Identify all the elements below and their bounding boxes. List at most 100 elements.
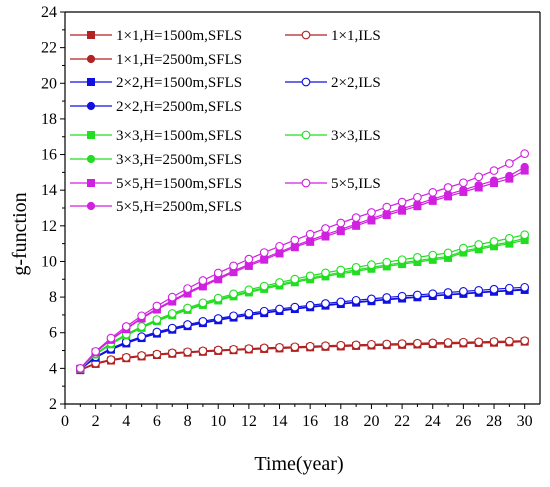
data-point [305, 229, 315, 239]
data-point [183, 303, 192, 313]
data-point [152, 327, 162, 337]
data-point [459, 178, 468, 188]
legend-swatch-marker [87, 131, 95, 139]
series-line-5 [79, 286, 525, 370]
series-line-2 [80, 340, 525, 371]
data-point [505, 336, 514, 346]
legend-swatch-marker [87, 179, 95, 187]
x-tick-label: 26 [455, 413, 471, 430]
data-point [91, 347, 100, 356]
data-point [474, 337, 484, 347]
legend-swatch-marker [86, 54, 96, 64]
data-point [336, 265, 346, 275]
x-tick-label: 22 [394, 413, 410, 430]
data-point [459, 243, 468, 253]
legend: 1×1,H=1500m,SFLS 1×1,ILS 1×1,H=2500m,SFLS 2… [70, 28, 381, 215]
data-point [275, 241, 284, 251]
data-point [351, 340, 361, 350]
legend-label: 3×3,H=1500m,SFLS [116, 128, 242, 144]
legend-label: 3×3,ILS [331, 128, 381, 144]
legend-item: 3×3,H=1500m,SFLS [70, 128, 242, 144]
data-point [505, 233, 514, 243]
data-point [229, 344, 238, 354]
data-point [167, 348, 177, 358]
data-point [520, 336, 530, 346]
data-point [382, 257, 392, 267]
data-point [259, 306, 269, 316]
series-2 [75, 336, 530, 374]
data-point [520, 162, 529, 172]
x-tick-label: 4 [122, 413, 130, 430]
data-point [489, 284, 499, 294]
data-point [367, 339, 376, 349]
series-line-6 [79, 239, 525, 370]
data-point [152, 315, 162, 324]
data-point [336, 218, 346, 228]
y-tick-label: 4 [49, 360, 57, 377]
data-point [106, 333, 116, 343]
y-tick-label: 12 [41, 218, 57, 235]
x-tick-label: 8 [184, 413, 192, 430]
data-point [351, 262, 361, 272]
data-point [167, 309, 177, 318]
legend-item: 5×5,ILS [285, 176, 381, 192]
data-point [520, 230, 530, 240]
data-point [351, 295, 361, 305]
data-point [290, 302, 300, 312]
y-tick-label: 20 [41, 75, 57, 92]
data-point [229, 289, 238, 299]
legend-swatch-marker [301, 77, 311, 87]
series-line-3 [79, 289, 525, 370]
y-axis-title: g-function [9, 192, 31, 275]
data-point [152, 301, 162, 311]
data-point [275, 304, 284, 314]
series-5 [75, 282, 530, 374]
legend-label: 2×2,ILS [331, 75, 381, 91]
data-point [290, 342, 300, 352]
data-point [397, 255, 407, 265]
data-point [443, 248, 453, 258]
data-point [351, 213, 361, 222]
data-point [183, 284, 192, 293]
data-point [321, 341, 330, 351]
legend-label: 2×2,H=2500m,SFLS [116, 99, 242, 115]
data-point [489, 237, 499, 246]
data-point [489, 337, 499, 346]
data-point [229, 261, 238, 271]
series-line-4 [79, 288, 525, 370]
legend-item: 5×5,H=1500m,SFLS [70, 176, 242, 192]
data-point [397, 197, 407, 207]
data-point [428, 338, 438, 348]
data-point [290, 235, 300, 245]
legend-item: 1×1,H=1500m,SFLS [70, 28, 242, 44]
legend-swatch-marker [86, 101, 96, 111]
data-point [505, 171, 514, 181]
data-point [137, 351, 146, 360]
x-axis-title: Time(year) [254, 453, 343, 475]
data-point [137, 322, 146, 331]
data-point [75, 364, 85, 373]
data-point [305, 341, 315, 351]
data-point [428, 187, 438, 197]
data-point [413, 338, 422, 348]
legend-swatch-marker [87, 78, 95, 86]
data-point [198, 316, 208, 326]
legend-item: 2×2,H=2500m,SFLS [70, 99, 242, 115]
data-point [213, 268, 223, 278]
data-point [367, 260, 376, 270]
y-tick-label: 22 [41, 40, 57, 57]
series-line-7 [79, 237, 525, 370]
data-point [382, 339, 392, 349]
data-point [428, 250, 438, 260]
data-point [198, 346, 208, 356]
data-point [259, 248, 269, 257]
data-point [152, 349, 162, 359]
data-point [443, 338, 453, 347]
data-point [137, 332, 146, 341]
x-tick-label: 24 [425, 413, 441, 430]
data-point [505, 159, 514, 168]
x-tick-label: 30 [517, 413, 533, 430]
data-point [167, 292, 177, 302]
x-tick-label: 14 [272, 413, 288, 430]
